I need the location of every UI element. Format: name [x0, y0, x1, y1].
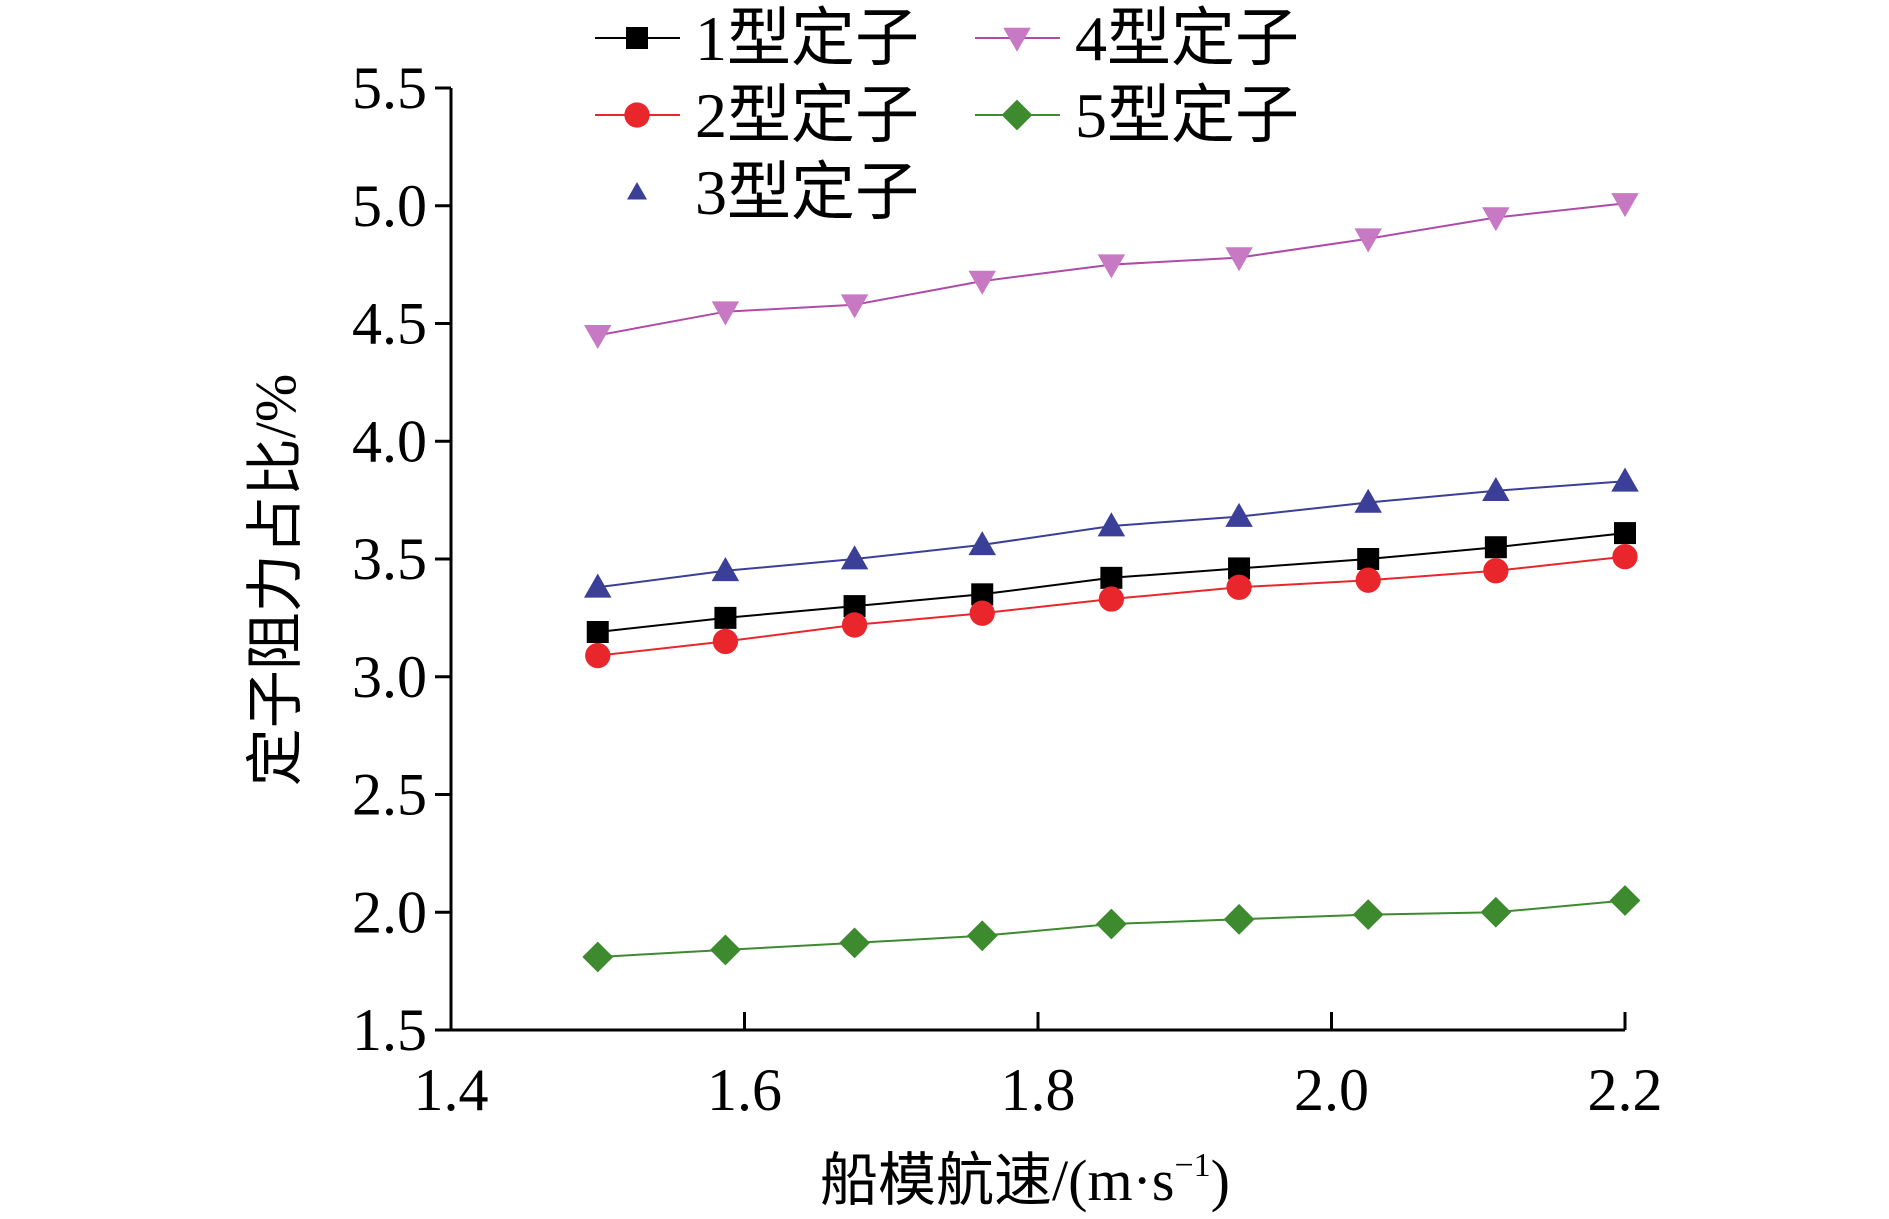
y-tick-label: 3.0: [352, 644, 427, 710]
series-3-point: [1225, 502, 1253, 527]
legend-label: 1型定子: [695, 3, 919, 74]
x-tick-label: 1.6: [707, 1057, 782, 1123]
series-5-point: [1480, 896, 1512, 928]
series-2-point: [1226, 574, 1252, 600]
series-4-point: [1225, 247, 1253, 272]
series-3-point: [1097, 512, 1126, 537]
legend-item-3: 3型定子: [627, 157, 919, 228]
legend-marker: [626, 27, 648, 49]
legend-item-1: 1型定子: [595, 3, 919, 74]
series-3-point: [968, 531, 996, 556]
series-4-point: [968, 270, 996, 295]
axes: 1.5 2.0 2.5 3.0 3.5 4.0 4.5 5.0 5.5 1.4 1.6 1.8 2.0 2…: [352, 55, 1663, 1123]
series-5-point: [710, 934, 741, 966]
x-axis-title-superscript: −1: [1174, 1147, 1210, 1184]
x-axis-title: 船模航速/(m·s−1): [820, 1147, 1230, 1213]
series-3-point: [840, 545, 869, 570]
legend-item-5: 5型定子: [975, 80, 1299, 151]
series-1-point: [843, 595, 866, 618]
y-tick-label: 2.0: [352, 879, 427, 945]
series-2-point: [1612, 543, 1638, 570]
series-5-point: [1095, 908, 1127, 940]
series-3-point: [711, 557, 740, 582]
series-1-point: [1228, 557, 1251, 580]
x-tick-label: 2.0: [1294, 1057, 1369, 1123]
y-tick-label: 4.5: [352, 291, 427, 357]
series-4-point: [1482, 207, 1510, 232]
series-5-point: [839, 927, 870, 959]
series-4-point: [1097, 254, 1126, 279]
series-2-point: [1355, 567, 1381, 593]
series-2-point: [1098, 586, 1125, 612]
y-tick-label: 1.5: [352, 997, 427, 1063]
x-tick-label: 2.2: [1588, 1057, 1663, 1123]
series-5-point: [1609, 885, 1641, 916]
x-tick-label: 1.8: [1001, 1057, 1076, 1123]
y-tick-label: 4.0: [352, 408, 427, 474]
y-tick-label: 5.5: [352, 55, 427, 121]
x-tick-label: 1.4: [414, 1057, 489, 1123]
series-5-point: [966, 920, 998, 952]
series-4-point: [840, 294, 869, 319]
y-tick-label: 2.5: [352, 762, 427, 828]
series-1-point: [971, 583, 994, 606]
series-3-point: [1354, 488, 1382, 513]
legend-marker: [624, 102, 650, 128]
series-2-point: [712, 628, 739, 655]
series-1-point: [714, 606, 737, 629]
series-4-point: [711, 301, 740, 326]
legend-marker: [1001, 99, 1033, 131]
series-2-point: [841, 612, 868, 638]
series-1-point: [1614, 522, 1636, 545]
series-5-point: [582, 941, 614, 973]
legend-marker: [1003, 27, 1031, 52]
series-3-point: [1482, 476, 1510, 502]
series-1-point: [1484, 536, 1507, 559]
series-1-point: [1357, 548, 1380, 570]
y-tick-label: 3.5: [352, 526, 427, 592]
series-2-point: [585, 642, 611, 669]
x-axis-title-suffix: ): [1211, 1148, 1230, 1213]
series-2-point: [969, 600, 995, 626]
legend-label: 3型定子: [695, 157, 919, 228]
legend-label: 2型定子: [695, 80, 919, 151]
series-4-point: [1354, 228, 1382, 253]
series-markers: [582, 193, 1641, 973]
series-4-point: [584, 324, 612, 350]
series-5-point: [1352, 899, 1384, 931]
y-tick-label: 5.0: [352, 173, 427, 239]
series-5-point: [1223, 903, 1255, 935]
legend-item-4: 4型定子: [975, 3, 1299, 74]
series-3-point: [584, 573, 612, 598]
legend-label: 5型定子: [1075, 80, 1299, 151]
legend-label: 4型定子: [1075, 3, 1299, 74]
y-axis-title: 定子阻力占比/%: [243, 374, 308, 786]
legend-item-2: 2型定子: [595, 80, 919, 151]
legend-marker: [627, 182, 647, 200]
series-1-point: [1100, 566, 1123, 589]
series-3-point: [1611, 467, 1639, 492]
series-2-point: [1483, 558, 1509, 584]
series-1-point: [586, 621, 609, 644]
x-axis-title-main: 船模航速/(m·s: [820, 1148, 1174, 1213]
series-4-point: [1611, 193, 1639, 218]
